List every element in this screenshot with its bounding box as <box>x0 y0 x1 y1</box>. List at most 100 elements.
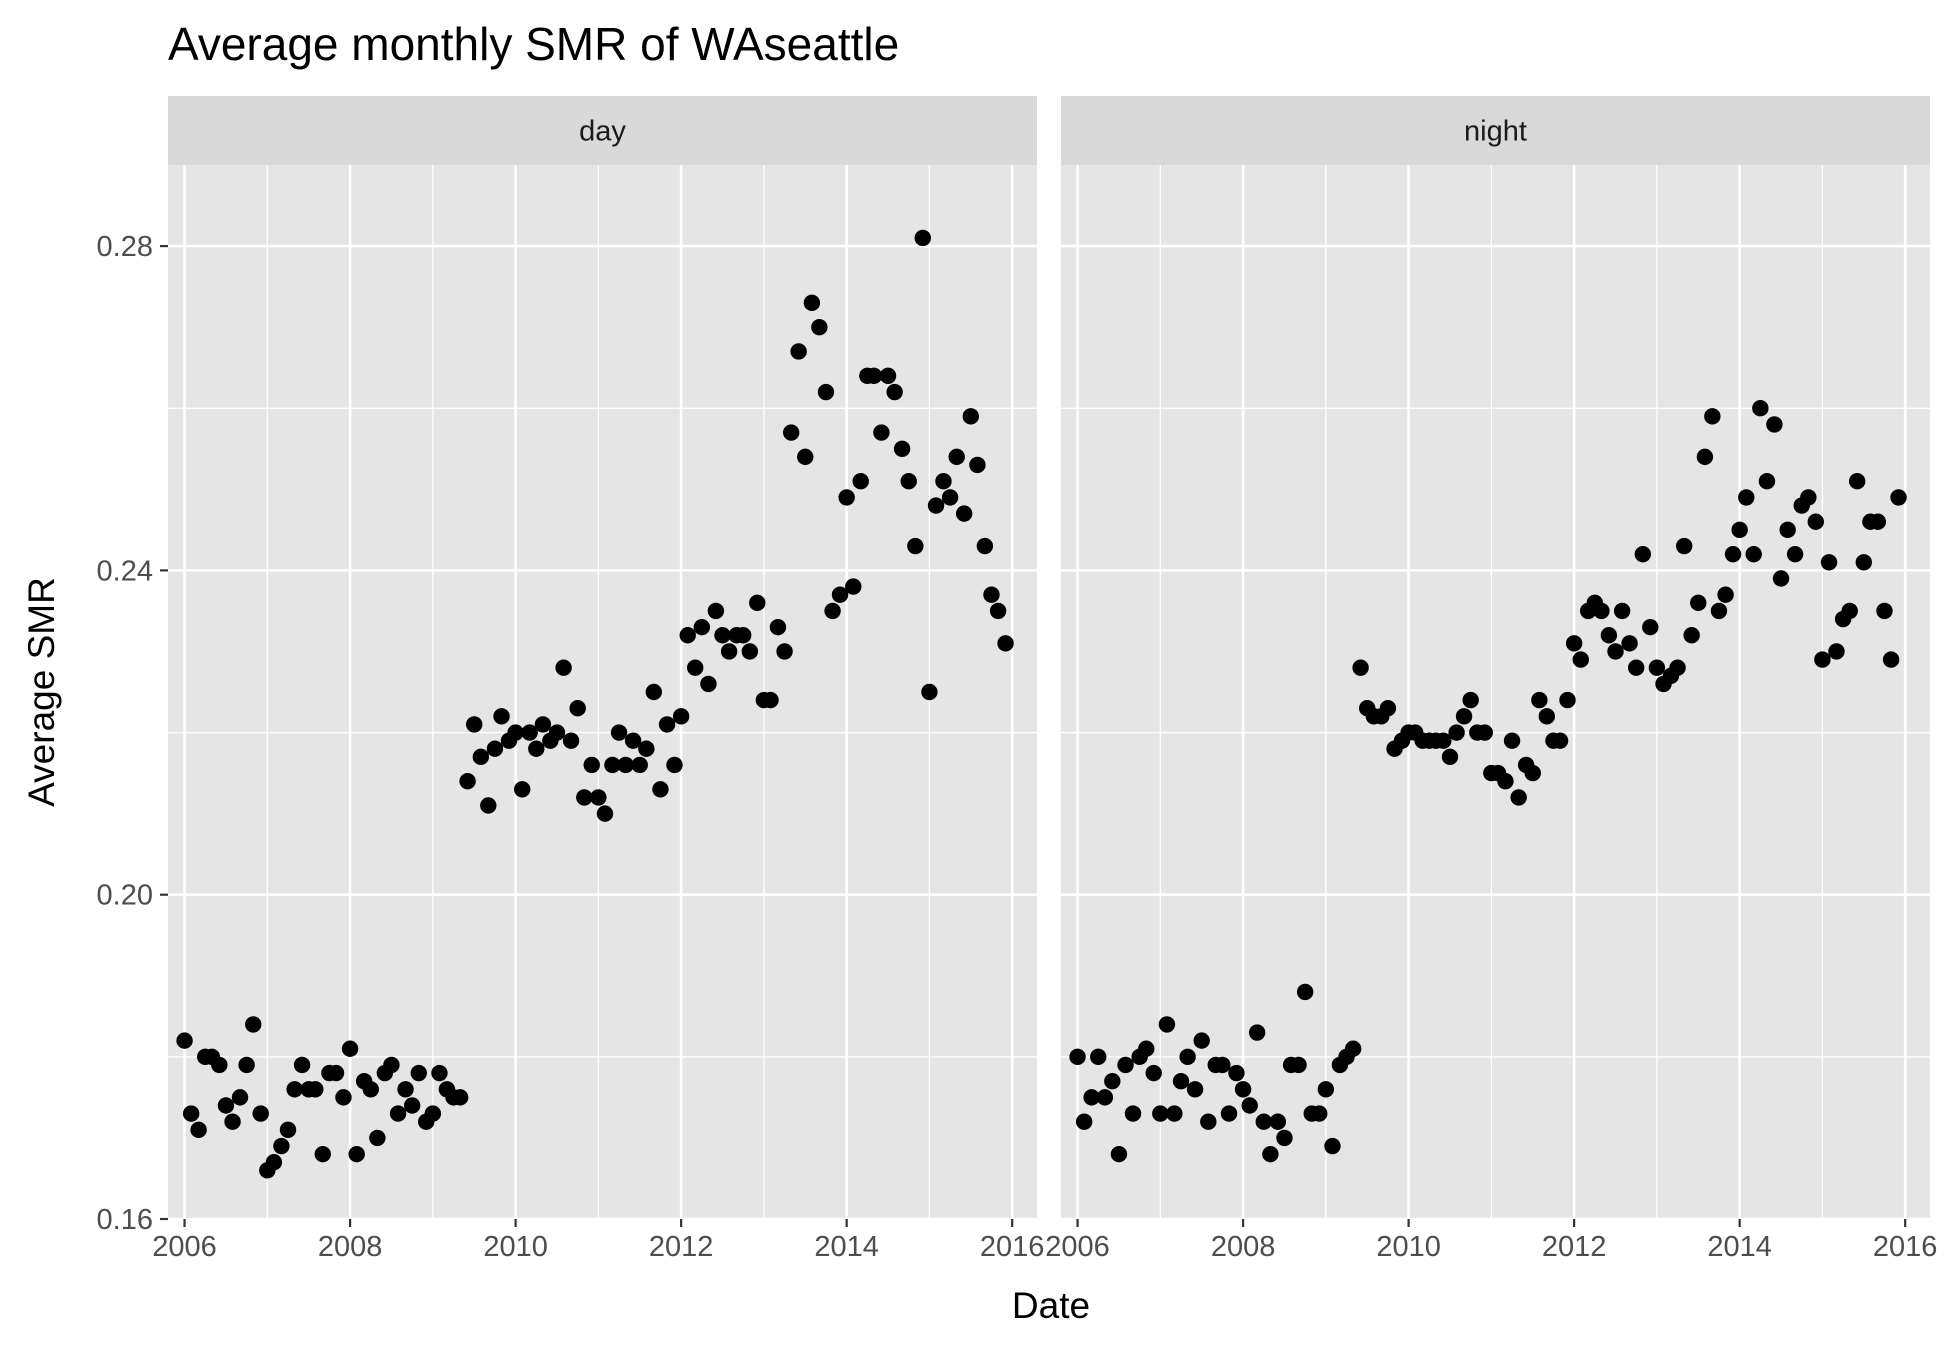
data-point <box>548 724 566 741</box>
data-point <box>562 732 580 749</box>
data-point <box>327 1064 345 1082</box>
data-point <box>1124 1105 1142 1122</box>
data-point <box>1704 408 1721 425</box>
data-point <box>638 740 655 757</box>
data-point <box>1600 627 1618 644</box>
data-point <box>824 602 841 620</box>
data-point <box>1186 1081 1204 1098</box>
data-point <box>252 1105 269 1122</box>
data-point <box>466 716 483 733</box>
data-point <box>1455 708 1473 725</box>
data-point <box>1503 732 1521 749</box>
data-point <box>293 1056 311 1074</box>
data-point <box>596 805 614 822</box>
data-point <box>845 578 862 595</box>
data-point <box>1228 1064 1245 1082</box>
data-point <box>348 1145 365 1163</box>
data-point <box>914 229 931 247</box>
data-point <box>182 1105 200 1122</box>
data-point <box>617 756 634 774</box>
data-point <box>1214 1056 1231 1074</box>
data-point <box>1462 691 1479 709</box>
data-point <box>1476 724 1493 741</box>
data-point <box>1172 1072 1190 1090</box>
data-point <box>762 691 779 709</box>
data-point <box>1096 1089 1114 1106</box>
data-point <box>886 383 903 401</box>
data-point <box>1090 1048 1107 1066</box>
y-axis: 0.16 0.20 0.24 0.28 <box>97 231 168 1236</box>
data-point <box>1448 724 1465 741</box>
data-point <box>1248 1024 1266 1041</box>
x-tick-label: 2008 <box>1211 1231 1276 1263</box>
data-point <box>1241 1097 1258 1114</box>
data-point <box>658 716 676 733</box>
data-point <box>1642 618 1659 636</box>
data-point <box>569 700 586 717</box>
data-point <box>480 797 497 814</box>
data-point <box>528 740 545 757</box>
data-point <box>720 643 738 660</box>
data-point <box>493 708 510 725</box>
x-tick-label: 2014 <box>814 1231 879 1263</box>
data-point <box>672 708 690 725</box>
data-point <box>1675 537 1693 555</box>
data-point <box>1779 521 1796 539</box>
y-tick-label: 0.16 <box>97 1204 153 1236</box>
data-point <box>1234 1081 1252 1098</box>
data-point <box>1255 1113 1272 1130</box>
data-point <box>1724 545 1742 563</box>
data-point <box>769 618 787 636</box>
x-tick-label: 2010 <box>1376 1231 1441 1263</box>
x-tick-label: 2016 <box>1873 1231 1938 1263</box>
data-point <box>1690 594 1707 612</box>
data-point <box>782 424 800 441</box>
data-point <box>1890 489 1907 506</box>
data-point <box>1683 627 1700 644</box>
data-point <box>927 497 945 514</box>
data-point <box>1607 643 1624 660</box>
data-point <box>693 618 711 636</box>
facet-strip-day <box>168 96 1037 165</box>
data-point <box>1882 651 1900 668</box>
data-point <box>1069 1048 1086 1066</box>
data-point <box>1766 416 1783 433</box>
data-point <box>1876 602 1893 620</box>
data-point <box>831 586 849 603</box>
data-point <box>1344 1040 1362 1057</box>
y-tick-label: 0.20 <box>97 880 153 912</box>
data-point <box>604 756 621 774</box>
data-point <box>211 1056 228 1074</box>
data-point <box>1317 1081 1335 1098</box>
data-point <box>1145 1064 1162 1082</box>
data-point <box>948 448 965 466</box>
data-point <box>1138 1040 1155 1057</box>
y-axis-title: Average SMR <box>21 577 62 807</box>
data-point <box>286 1081 303 1098</box>
data-point <box>273 1137 290 1155</box>
data-point <box>873 424 890 441</box>
facet-label-night: night <box>1464 116 1527 148</box>
data-point <box>1324 1137 1341 1155</box>
chart-title: Average monthly SMR of WAseattle <box>168 18 899 70</box>
data-point <box>1296 983 1314 1001</box>
x-tick-label: 2008 <box>318 1231 383 1263</box>
data-point <box>1269 1113 1287 1130</box>
data-point <box>700 675 717 693</box>
data-point <box>1152 1105 1169 1122</box>
data-point <box>921 683 938 701</box>
data-point <box>714 627 731 644</box>
data-point <box>1200 1113 1217 1130</box>
data-point <box>555 659 572 676</box>
data-point <box>1352 659 1369 676</box>
data-point <box>1559 691 1576 709</box>
data-point <box>1869 513 1887 530</box>
data-point <box>907 537 924 555</box>
data-point <box>389 1105 407 1122</box>
data-point <box>1731 521 1748 539</box>
data-point <box>451 1089 469 1106</box>
data-point <box>507 724 524 741</box>
x-tick-label: 2016 <box>980 1231 1045 1263</box>
data-point <box>514 781 531 798</box>
facet-panel-night: night 2006 2008 2010 2012 2014 2016 <box>1045 96 1937 1263</box>
